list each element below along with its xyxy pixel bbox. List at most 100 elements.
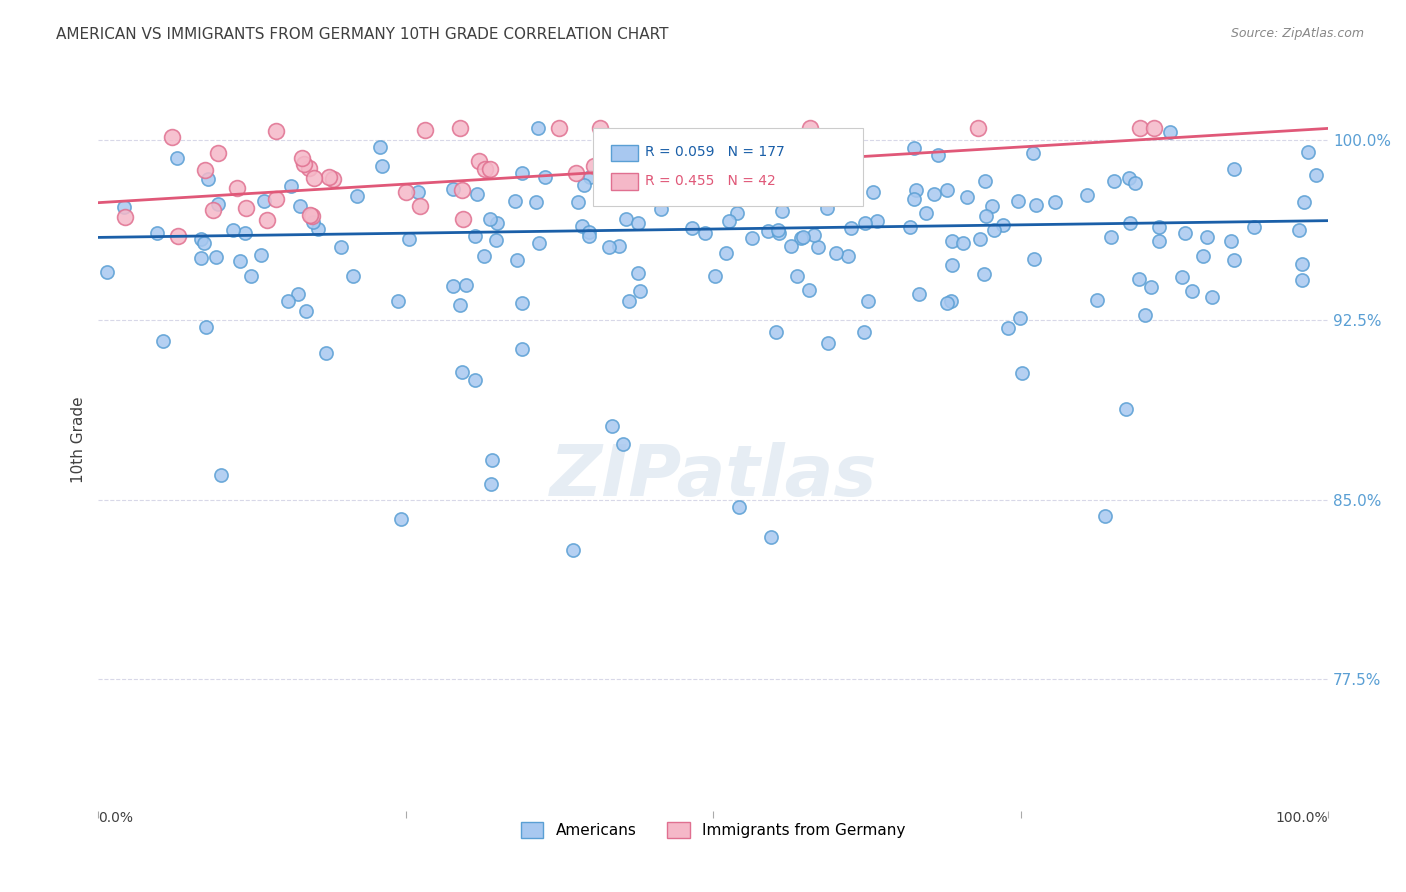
Point (197, 172, 219, 186)
Point (1123, 176, 1146, 190)
Point (756, 224, 779, 238)
Point (903, 140, 925, 154)
Point (96, 265, 118, 279)
Point (1119, 216, 1142, 230)
Point (583, 159, 606, 173)
Point (1223, 162, 1246, 177)
Point (398, 232, 420, 246)
Point (766, 166, 789, 180)
Point (454, 278, 477, 293)
Point (387, 293, 409, 308)
Point (512, 343, 534, 357)
Point (853, 216, 876, 230)
Point (997, 320, 1019, 334)
Point (209, 468, 232, 483)
Point (190, 252, 212, 266)
Point (967, 121, 990, 136)
Point (233, 226, 256, 240)
Point (478, 162, 501, 177)
Point (114, 210, 136, 224)
Point (207, 197, 229, 211)
Point (298, 161, 321, 175)
Point (256, 213, 278, 227)
Point (301, 209, 323, 223)
Point (1201, 290, 1223, 304)
Point (486, 216, 509, 230)
Point (1118, 170, 1140, 185)
Point (922, 187, 945, 202)
Point (152, 334, 174, 349)
Point (505, 253, 527, 268)
Point (578, 229, 600, 244)
Point (441, 182, 464, 196)
Point (485, 234, 508, 248)
Point (941, 294, 963, 309)
Point (1045, 194, 1067, 209)
Point (1159, 125, 1181, 139)
Y-axis label: 10th Grade: 10th Grade (72, 397, 86, 483)
Point (898, 219, 921, 234)
Point (449, 297, 471, 311)
Point (803, 228, 825, 243)
Point (315, 346, 337, 360)
Point (474, 249, 496, 263)
Point (741, 133, 763, 147)
Point (295, 303, 318, 318)
Point (287, 287, 309, 301)
Point (679, 183, 702, 197)
Text: AMERICAN VS IMMIGRANTS FROM GERMANY 10TH GRADE CORRELATION CHART: AMERICAN VS IMMIGRANTS FROM GERMANY 10TH… (56, 27, 669, 42)
Point (853, 325, 876, 339)
Point (1294, 195, 1316, 210)
Point (627, 216, 650, 230)
Point (441, 279, 464, 293)
Point (526, 121, 548, 136)
Point (1191, 249, 1213, 263)
Point (451, 183, 474, 197)
Point (728, 500, 751, 514)
Point (807, 240, 830, 254)
Point (474, 162, 496, 177)
Point (567, 195, 589, 210)
Point (280, 179, 302, 194)
Point (1288, 222, 1310, 236)
Point (503, 194, 526, 208)
Point (264, 124, 287, 138)
Point (451, 365, 474, 379)
Point (112, 200, 135, 214)
FancyBboxPatch shape (592, 128, 863, 206)
Point (301, 215, 323, 229)
Point (291, 152, 314, 166)
Point (510, 166, 533, 180)
Point (780, 239, 803, 253)
Point (194, 163, 217, 178)
Point (1219, 234, 1241, 248)
Point (1181, 284, 1204, 298)
Text: ZIPatlas: ZIPatlas (550, 442, 877, 511)
Point (725, 131, 748, 145)
Point (1007, 194, 1029, 208)
Point (1102, 174, 1125, 188)
Point (1139, 280, 1161, 294)
Point (600, 419, 623, 434)
Point (479, 476, 502, 491)
Point (1133, 309, 1156, 323)
FancyBboxPatch shape (612, 145, 638, 161)
Point (207, 145, 229, 160)
Point (1296, 145, 1319, 159)
Point (250, 248, 273, 262)
Point (406, 186, 429, 200)
Point (529, 236, 551, 251)
Text: R = 0.455   N = 42: R = 0.455 N = 42 (645, 174, 776, 187)
Point (277, 293, 299, 308)
Point (298, 208, 321, 222)
Point (617, 293, 640, 308)
Point (799, 121, 821, 136)
Point (609, 239, 631, 253)
Point (266, 192, 288, 206)
Point (839, 221, 862, 235)
Point (927, 147, 949, 161)
Point (904, 183, 927, 197)
Point (565, 166, 588, 180)
Point (468, 153, 491, 168)
Point (725, 205, 748, 219)
